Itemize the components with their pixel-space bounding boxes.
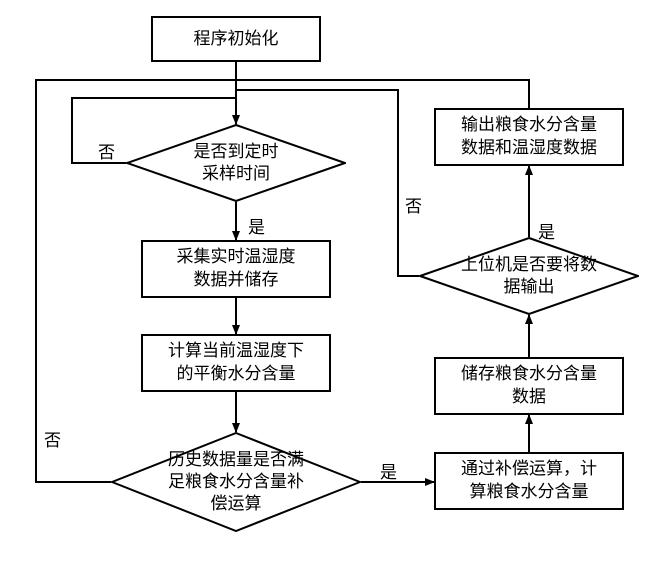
node-calc-eq: 计算当前温湿度下的平衡水分含量 [141, 334, 331, 392]
node-output-label: 输出粮食水分含量数据和温湿度数据 [461, 114, 597, 160]
node-comp-calc-label: 通过补偿运算，计算粮食水分含量 [461, 458, 597, 504]
node-decision-history-label: 历史数据量是否满足粮食水分含量补偿运算 [111, 432, 361, 532]
node-decision-output: 上位机是否要将数据输出 [419, 237, 639, 315]
edge-label-e10: 是 [538, 218, 555, 243]
edge-label-e6: 否 [44, 426, 61, 451]
node-collect-label: 采集实时温湿度数据并储存 [177, 246, 296, 292]
node-calc-eq-label: 计算当前温湿度下的平衡水分含量 [168, 340, 304, 386]
node-init: 程序初始化 [151, 16, 321, 62]
edge-e11 [236, 80, 529, 108]
node-decision-sample-label: 是否到定时采样时间 [126, 124, 346, 202]
node-decision-output-label: 上位机是否要将数据输出 [419, 237, 639, 315]
edge-label-e12: 否 [405, 192, 422, 217]
edge-label-e2: 是 [248, 213, 265, 238]
node-init-label: 程序初始化 [194, 28, 279, 51]
node-output: 输出粮食水分含量数据和温湿度数据 [434, 108, 624, 166]
node-collect: 采集实时温湿度数据并储存 [141, 240, 331, 298]
node-store-label: 储存粮食水分含量数据 [461, 363, 597, 409]
node-comp-calc: 通过补偿运算，计算粮食水分含量 [434, 452, 624, 510]
edge-label-e5: 否 [98, 138, 115, 163]
node-decision-history: 历史数据量是否满足粮食水分含量补偿运算 [111, 432, 361, 532]
edge-label-e7: 是 [380, 458, 397, 483]
node-store: 储存粮食水分含量数据 [434, 357, 624, 415]
node-decision-sample: 是否到定时采样时间 [126, 124, 346, 202]
